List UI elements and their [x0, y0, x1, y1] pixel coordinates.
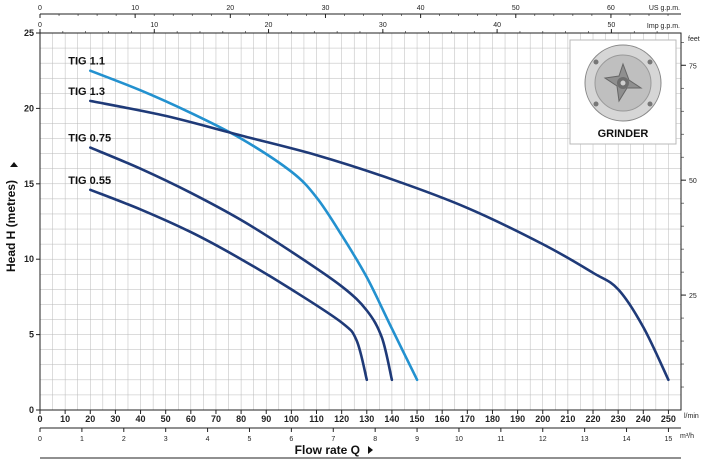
y-tick-label: 0	[29, 405, 34, 415]
impgpm-tick-label: 0	[38, 22, 42, 29]
series-label-tig-0-55: TIG 0.55	[68, 175, 111, 187]
x-unit-label: l/min	[684, 413, 699, 420]
y-tick-label: 25	[24, 28, 34, 38]
usgpm-tick-label: 20	[226, 5, 234, 12]
m3h-tick-label: 13	[581, 436, 589, 443]
m3h-tick-label: 3	[164, 436, 168, 443]
m3h-tick-label: 0	[38, 436, 42, 443]
x-tick-label: 150	[410, 414, 425, 424]
usgpm-tick-label: 0	[38, 5, 42, 12]
impgpm-tick-label: 20	[265, 22, 273, 29]
x-tick-label: 230	[611, 414, 626, 424]
x-tick-label: 100	[284, 414, 299, 424]
series-label-tig-1-1: TIG 1.1	[68, 56, 105, 68]
x-tick-label: 160	[435, 414, 450, 424]
y-tick-label: 20	[24, 103, 34, 113]
y-tick-label: 15	[24, 179, 34, 189]
x-tick-label: 200	[535, 414, 550, 424]
series-label-tig-0-75: TIG 0.75	[68, 133, 111, 145]
m3h-tick-label: 7	[331, 436, 335, 443]
ticks: 0 10 20 30 40 50 60 70 80 90 100 110 120 130 140 150 160…	[24, 5, 697, 443]
m3h-tick-label: 4	[206, 436, 210, 443]
m3h-tick-label: 10	[455, 436, 463, 443]
x-tick-label: 70	[211, 414, 221, 424]
usgpm-tick-label: 50	[512, 5, 520, 12]
x-axis-title: Flow rate Q	[295, 443, 360, 457]
y-axis-title: Head H (metres)	[4, 180, 18, 272]
m3h-tick-label: 12	[539, 436, 547, 443]
impgpm-tick-label: 30	[379, 22, 387, 29]
x-tick-label: 210	[560, 414, 575, 424]
usgpm-unit-label: US g.p.m.	[649, 5, 680, 12]
series-label-tig-1-3: TIG 1.3	[68, 86, 105, 98]
m3h-tick-label: 1	[80, 436, 84, 443]
feet-tick-label: 25	[689, 293, 697, 300]
impgpm-tick-label: 40	[493, 22, 501, 29]
x-tick-label: 50	[161, 414, 171, 424]
curve-tig-0-55	[89, 188, 369, 382]
x-tick-label: 120	[334, 414, 349, 424]
x-tick-label: 80	[236, 414, 246, 424]
y-axis-arrow-icon	[10, 162, 18, 167]
x-tick-label: 10	[60, 414, 70, 424]
curve-tig-1-1	[89, 69, 419, 382]
x-tick-label: 140	[384, 414, 399, 424]
grinder-inset: GRINDER	[569, 39, 677, 145]
feet-unit-label: feet	[688, 36, 700, 43]
usgpm-tick-label: 40	[417, 5, 425, 12]
impgpm-tick-label: 10	[150, 22, 158, 29]
usgpm-tick-label: 60	[607, 5, 615, 12]
x-tick-label: 90	[261, 414, 271, 424]
grinder-label: GRINDER	[598, 128, 649, 140]
y-tick-label: 10	[24, 254, 34, 264]
x-tick-label: 240	[636, 414, 651, 424]
feet-tick-label: 75	[689, 63, 697, 70]
x-tick-label: 170	[460, 414, 475, 424]
m3h-tick-label: 15	[665, 436, 673, 443]
grinder-impeller-icon	[584, 44, 662, 122]
x-tick-label: 220	[586, 414, 601, 424]
curve-tig-0-75	[89, 146, 394, 382]
x-tick-label: 40	[136, 414, 146, 424]
m3h-tick-label: 11	[497, 436, 504, 443]
x-tick-label: 110	[309, 414, 324, 424]
feet-tick-label: 50	[689, 178, 697, 185]
curve-tig-1-3	[89, 99, 670, 382]
curves	[89, 69, 670, 382]
usgpm-tick-label: 10	[131, 5, 139, 12]
x-tick-label: 130	[359, 414, 374, 424]
m3h-tick-label: 9	[415, 436, 419, 443]
impgpm-unit-label: Imp g.p.m.	[647, 23, 680, 30]
x-tick-label: 20	[85, 414, 95, 424]
series-labels: TIG 1.1 TIG 1.3 TIG 0.75 TIG 0.55	[68, 56, 111, 187]
y-tick-label: 5	[29, 330, 34, 340]
x-axis-arrow-icon	[368, 446, 373, 454]
x-tick-label: 30	[110, 414, 120, 424]
impgpm-tick-label: 50	[607, 22, 615, 29]
m3h-unit-label: m³/h	[680, 433, 694, 440]
x-tick-label: 180	[485, 414, 500, 424]
m3h-tick-label: 5	[248, 436, 252, 443]
grid	[40, 33, 681, 410]
m3h-tick-label: 8	[373, 436, 377, 443]
x-tick-label: 190	[510, 414, 525, 424]
x-tick-label: 0	[37, 414, 42, 424]
x-tick-label: 60	[186, 414, 196, 424]
m3h-tick-label: 6	[289, 436, 293, 443]
usgpm-tick-label: 30	[322, 5, 330, 12]
m3h-tick-label: 14	[623, 436, 631, 443]
m3h-tick-label: 2	[122, 436, 126, 443]
x-tick-label: 250	[661, 414, 676, 424]
